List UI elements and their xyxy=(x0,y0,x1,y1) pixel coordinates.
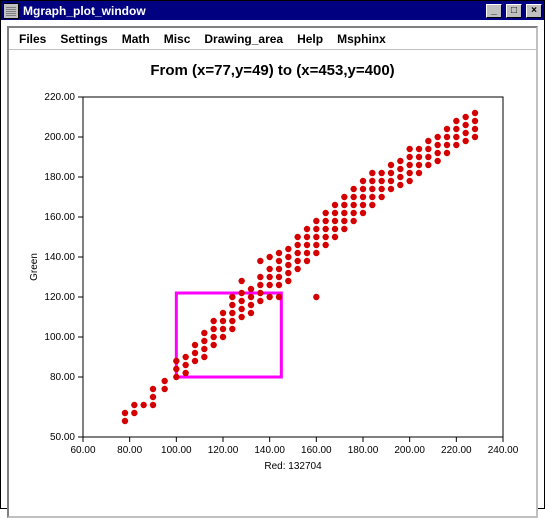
menu-item-msphinx[interactable]: Msphinx xyxy=(337,32,386,46)
menu-item-settings[interactable]: Settings xyxy=(60,32,107,46)
svg-text:180.00: 180.00 xyxy=(347,445,378,456)
svg-text:140.00: 140.00 xyxy=(254,445,285,456)
client-area: Files Settings Math Misc Drawing_area He… xyxy=(7,26,538,518)
menu-item-misc[interactable]: Misc xyxy=(164,32,191,46)
app-window: Mgraph_plot_window _ □ × Files Settings … xyxy=(0,0,545,509)
svg-text:200.00: 200.00 xyxy=(44,132,75,143)
maximize-button[interactable]: □ xyxy=(506,4,522,18)
close-button[interactable]: × xyxy=(526,4,542,18)
plot-title: From (x=77,y=49) to (x=453,y=400) xyxy=(9,62,536,79)
svg-text:50.00: 50.00 xyxy=(49,432,74,443)
titlebar[interactable]: Mgraph_plot_window _ □ × xyxy=(1,1,544,20)
svg-text:180.00: 180.00 xyxy=(44,172,75,183)
menu-item-files[interactable]: Files xyxy=(19,32,46,46)
svg-text:60.00: 60.00 xyxy=(70,445,95,456)
svg-text:220.00: 220.00 xyxy=(44,92,75,103)
menu-item-drawing-area[interactable]: Drawing_area xyxy=(204,32,283,46)
svg-text:220.00: 220.00 xyxy=(441,445,472,456)
system-menu-icon[interactable] xyxy=(3,3,19,19)
menu-item-math[interactable]: Math xyxy=(122,32,150,46)
svg-text:120.00: 120.00 xyxy=(44,292,75,303)
svg-text:100.00: 100.00 xyxy=(44,332,75,343)
minimize-button[interactable]: _ xyxy=(486,4,502,18)
chart-svg: 60.00 80.00 100.00 120.00 140.00 160.00 180.00… xyxy=(23,87,523,497)
svg-text:160.00: 160.00 xyxy=(44,212,75,223)
svg-text:80.00: 80.00 xyxy=(49,372,74,383)
scatter-plot[interactable]: 60.00 80.00 100.00 120.00 140.00 160.00 180.00… xyxy=(23,87,523,497)
svg-text:Green: Green xyxy=(29,253,40,281)
svg-text:80.00: 80.00 xyxy=(117,445,142,456)
menubar: Files Settings Math Misc Drawing_area He… xyxy=(9,28,536,50)
svg-text:100.00: 100.00 xyxy=(161,445,192,456)
svg-text:140.00: 140.00 xyxy=(44,252,75,263)
svg-text:200.00: 200.00 xyxy=(394,445,425,456)
svg-text:160.00: 160.00 xyxy=(301,445,332,456)
svg-text:120.00: 120.00 xyxy=(207,445,238,456)
menu-item-help[interactable]: Help xyxy=(297,32,323,46)
window-title: Mgraph_plot_window xyxy=(23,4,146,18)
svg-text:240.00: 240.00 xyxy=(487,445,518,456)
svg-text:Red: 132704: Red: 132704 xyxy=(264,461,322,472)
